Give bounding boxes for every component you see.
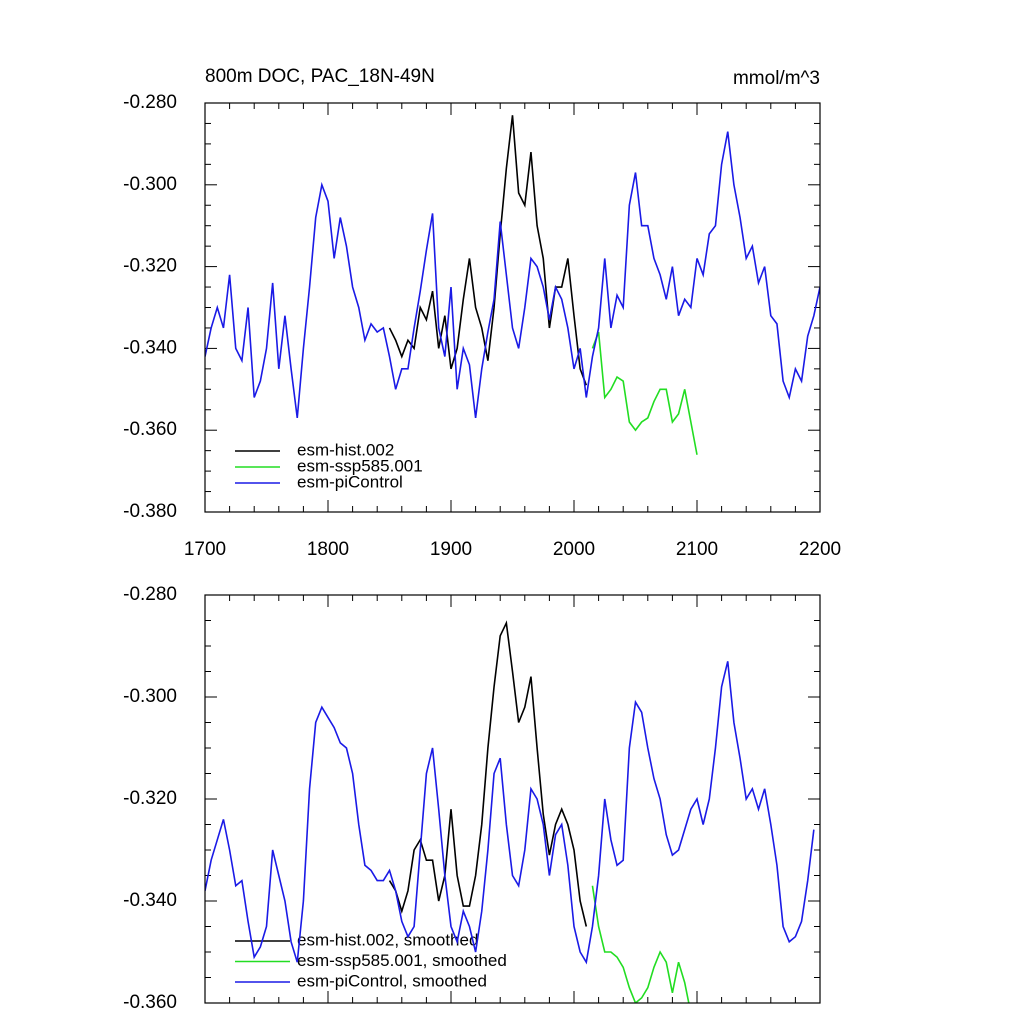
legend-label: esm-hist.002 bbox=[297, 440, 394, 459]
y-tick-label: -0.280 bbox=[123, 92, 177, 113]
x-tick-label: 1700 bbox=[184, 539, 226, 560]
y-tick-label: -0.300 bbox=[123, 174, 177, 195]
y-tick-label: -0.340 bbox=[123, 890, 177, 911]
units-label: mmol/m^3 bbox=[733, 68, 820, 89]
series-line bbox=[205, 131, 820, 419]
y-tick-label: -0.320 bbox=[123, 256, 177, 277]
x-tick-label: 2200 bbox=[799, 539, 841, 560]
y-tick-label: -0.280 bbox=[123, 584, 177, 605]
y-tick-label: -0.340 bbox=[123, 337, 177, 358]
legend-label: esm-piControl bbox=[297, 472, 403, 491]
y-tick-label: -0.380 bbox=[123, 501, 177, 522]
series-line bbox=[388, 620, 588, 927]
plot-frame bbox=[204, 102, 821, 513]
series-line bbox=[388, 115, 588, 386]
legend-label: esm-piControl, smoothed bbox=[297, 971, 487, 990]
legend-label: esm-ssp585.001 bbox=[297, 456, 423, 475]
chart-title: 800m DOC, PAC_18N-49N bbox=[205, 66, 435, 87]
x-tick-label: 1900 bbox=[430, 539, 472, 560]
y-tick-label: -0.300 bbox=[123, 686, 177, 707]
legend-label: esm-hist.002, smoothed bbox=[297, 930, 478, 949]
series-line bbox=[591, 331, 698, 455]
legend-label: esm-ssp585.001, smoothed bbox=[297, 951, 507, 970]
y-tick-label: -0.360 bbox=[123, 992, 177, 1013]
plot-frame bbox=[204, 594, 821, 1004]
x-tick-label: 2000 bbox=[553, 539, 595, 560]
x-tick-label: 2100 bbox=[676, 539, 718, 560]
series-line bbox=[591, 885, 690, 1003]
y-tick-label: -0.320 bbox=[123, 788, 177, 809]
x-tick-label: 1800 bbox=[307, 539, 349, 560]
series-line bbox=[205, 661, 815, 965]
y-tick-label: -0.360 bbox=[123, 419, 177, 440]
